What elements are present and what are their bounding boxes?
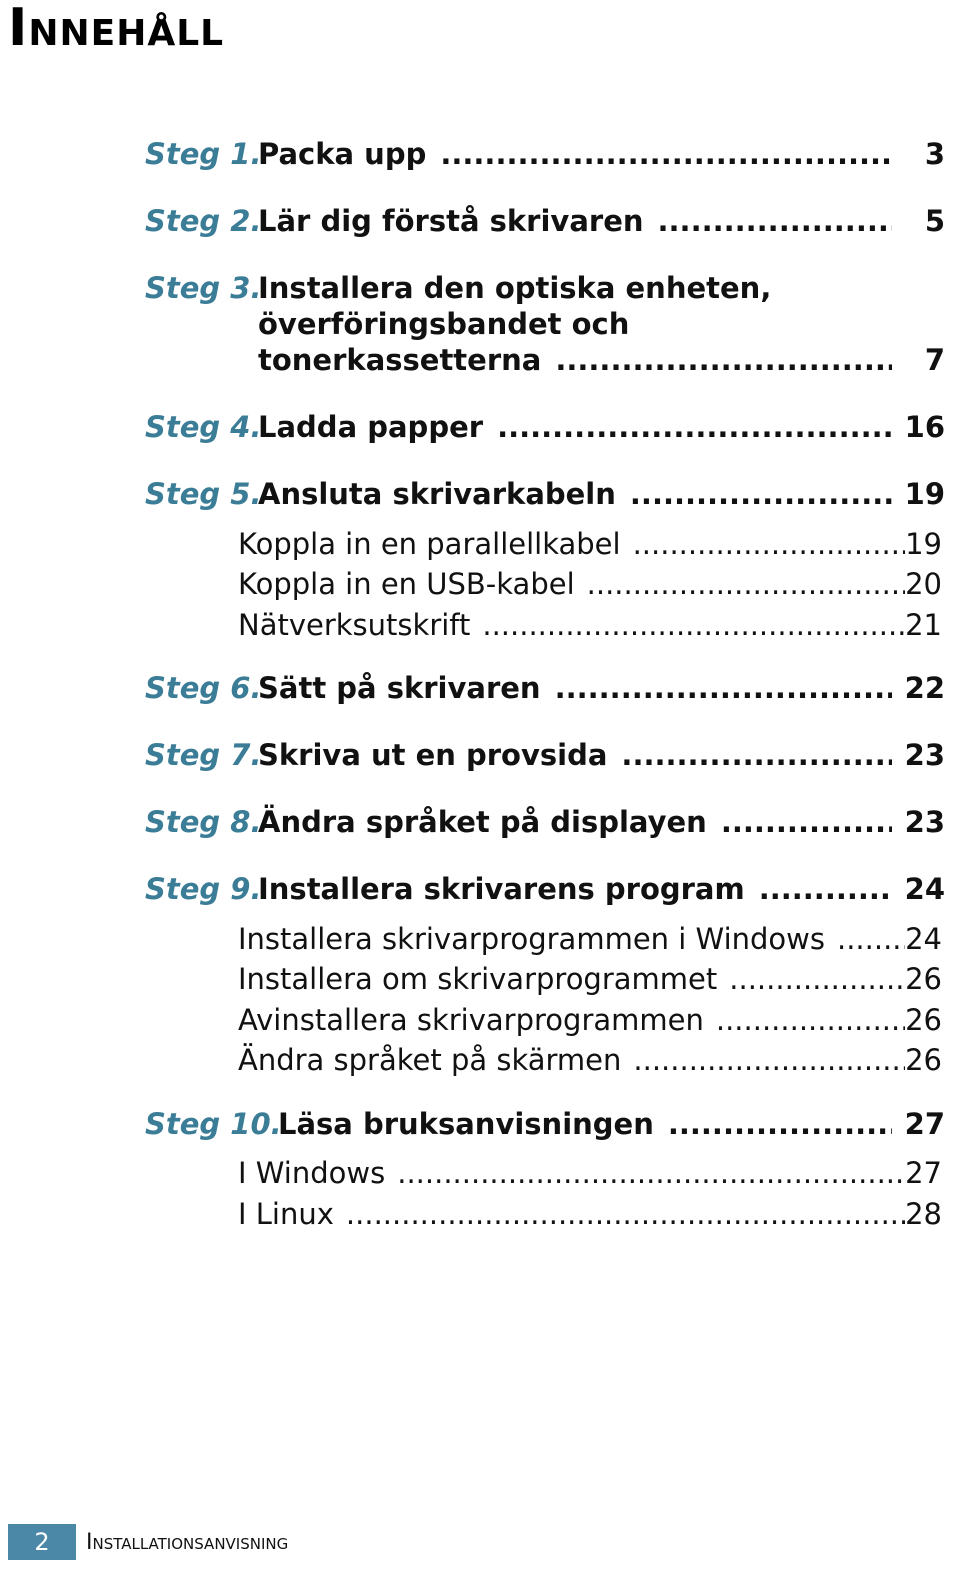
subitem-page-number: 24 [905,922,942,956]
dot-leader: ........................................… [482,608,906,642]
dot-leader: ........................................… [586,567,905,601]
step-label: Steg 4. [145,410,262,444]
toc-step-6[interactable]: Steg 6. Sätt på skrivaren ..............… [145,670,945,706]
subitem-title: I Windows [238,1156,386,1190]
toc-step-4[interactable]: Steg 4. Ladda papper ...................… [145,409,945,445]
subitem-title: Ändra språket på skärmen [238,1043,622,1077]
toc-subitem[interactable]: Koppla in en USB-kabel .................… [238,566,942,602]
subitem-page-number: 20 [905,567,942,601]
step-page-number: 27 [904,1107,945,1141]
step-label: Steg 7. [145,738,262,772]
step-label: Steg 9. [145,872,262,906]
subitem-title: Nätverksutskrift [238,608,471,642]
dot-leader: ........................................… [554,671,892,705]
step-page-number: 22 [904,671,945,705]
step-title: Ändra språket på displayen [258,805,707,839]
toc-subitem[interactable]: Koppla in en parallellkabel ............… [238,526,942,562]
toc-subitem[interactable]: Avinstallera skrivarprogrammen .........… [238,1002,942,1038]
dot-leader: ........................................… [397,1156,905,1190]
step-page-number: 19 [904,477,945,511]
step-page-number: 23 [904,738,945,772]
dot-leader: ........................................… [629,477,892,511]
step-page-number: 7 [924,343,945,377]
subitem-page-number: 19 [905,527,942,561]
dot-leader: ........................................… [345,1197,906,1231]
toc-subitem[interactable]: I Windows ..............................… [238,1155,942,1191]
step-title: Ladda papper [258,410,484,444]
subitem-page-number: 26 [905,1043,942,1077]
subitem-title: Koppla in en parallellkabel [238,527,621,561]
step-title: Installera skrivarens program [258,872,745,906]
toc-step-1[interactable]: Steg 1. Packa upp ......................… [145,136,945,172]
toc-step-3[interactable]: Steg 3. Installera den optiska enheten, … [145,270,945,378]
subitem-page-number: 26 [905,1003,942,1037]
step-title-line: överföringsbandet och [258,307,630,341]
subitem-title: Installera om skrivarprogrammet [238,962,718,996]
dot-leader: ........................................… [667,1107,892,1141]
step-page-number: 16 [904,410,945,444]
step-title: Packa upp [258,137,427,171]
step-title-line: Installera den optiska enheten, [258,271,772,305]
step-page-number: 24 [904,872,945,906]
step-title: tonerkassetterna [258,343,542,377]
toc-step-7[interactable]: Steg 7. Skriva ut en provsida ..........… [145,737,945,773]
step-title: Skriva ut en provsida [258,738,608,772]
step-page-number: 23 [904,805,945,839]
toc-step-9[interactable]: Steg 9. Installera skrivarens program ..… [145,871,945,907]
toc-step-8[interactable]: Steg 8. Ändra språket på displayen .....… [145,804,945,840]
toc-step-10[interactable]: Steg 10. Läsa bruksanvisningen .........… [145,1106,945,1142]
dot-leader: ........................................… [657,204,892,238]
toc-subitem[interactable]: Ändra språket på skärmen ...............… [238,1042,942,1078]
toc-subitem[interactable]: Installera om skrivarprogrammet ........… [238,961,942,997]
toc-step-2[interactable]: Steg 2. Lär dig förstå skrivaren .......… [145,203,945,239]
footer-page-number: 2 [8,1524,76,1560]
dot-leader: ........................................… [632,527,906,561]
step-title: Läsa bruksanvisningen [278,1107,654,1141]
toc-step-5[interactable]: Steg 5. Ansluta skrivarkabeln ..........… [145,476,945,512]
subitem-title: Installera skrivarprogrammen i Windows [238,922,825,956]
subitem-page-number: 21 [905,608,942,642]
step-title: Sätt på skrivaren [258,671,541,705]
step-label: Steg 6. [145,671,262,705]
step-label: Steg 5. [145,477,262,511]
step-label: Steg 2. [145,204,262,238]
step-title: Lär dig förstå skrivaren [258,204,644,238]
dot-leader: ........................................… [758,872,892,906]
dot-leader: ........................................… [633,1043,906,1077]
subitem-title: I Linux [238,1197,334,1231]
subitem-title: Koppla in en USB-kabel [238,567,575,601]
subitem-page-number: 26 [905,962,942,996]
dot-leader: ........................................… [720,805,892,839]
dot-leader: ........................................… [440,137,892,171]
step-label: Steg 1. [145,137,262,171]
subitem-page-number: 28 [905,1197,942,1231]
toc-subitem[interactable]: I Linux ................................… [238,1196,942,1232]
step-label: Steg 10. [145,1107,282,1141]
footer-manual-title: Installationsanvisning [86,1530,289,1555]
step-title: Ansluta skrivarkabeln [258,477,616,511]
dot-leader: ........................................… [555,343,892,377]
dot-leader: ........................................… [729,962,905,996]
subitem-title: Avinstallera skrivarprogrammen [238,1003,704,1037]
toc-subitem[interactable]: Installera skrivarprogrammen i Windows .… [238,921,942,957]
step-page-number: 3 [924,137,945,171]
step-label: Steg 8. [145,805,262,839]
step-page-number: 5 [924,204,945,238]
subitem-page-number: 27 [905,1156,942,1190]
toc-subitem[interactable]: Nätverksutskrift .......................… [238,607,942,643]
step-label: Steg 3. [145,271,262,305]
dot-leader: ........................................… [837,922,906,956]
dot-leader: ........................................… [497,410,892,444]
page-title: Innehåll [8,0,225,58]
dot-leader: ........................................… [715,1003,905,1037]
dot-leader: ........................................… [621,738,892,772]
